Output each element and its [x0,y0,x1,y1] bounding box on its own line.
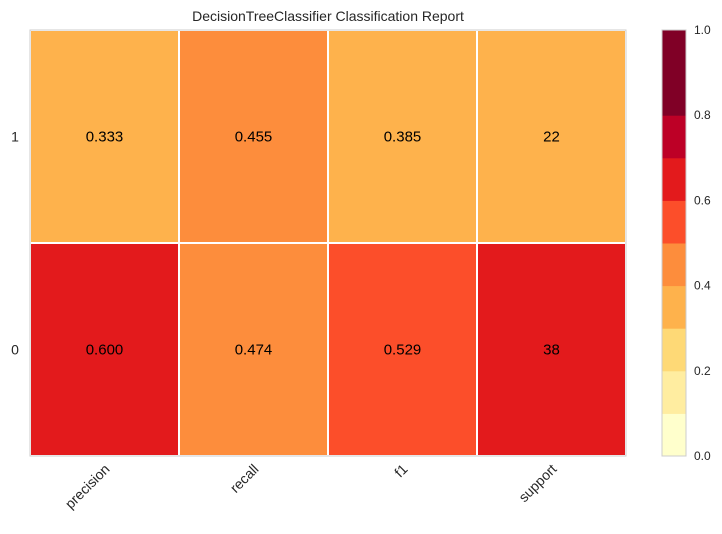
colorbar-tick-label: 0.4 [694,279,711,293]
colorbar-tick-label: 0.0 [694,449,711,463]
colorbar-bin [662,370,686,414]
colorbar-bin [662,157,686,201]
heatmap-cells: 0.333 0.455 0.385 22 0.600 0.474 0.529 38 [29,29,627,457]
x-tick-label: support [515,461,559,505]
colorbar-bin [662,200,686,244]
x-tick-labels: precision recall f1 support [62,461,560,512]
colorbar: 0.0 0.2 0.4 0.6 0.8 1.0 [661,23,711,463]
cell-value-label: 0.474 [235,342,273,359]
colorbar-tick-label: 0.8 [694,108,711,122]
cell-value-label: 0.333 [86,129,124,146]
heatmap-cell [29,29,180,244]
colorbar-tick-label: 1.0 [694,23,711,37]
colorbar-bin [662,30,686,74]
x-tick-label: f1 [391,461,411,481]
chart-title: DecisionTreeClassifier Classification Re… [192,8,464,24]
cell-value-label: 0.455 [235,129,273,146]
plot-frame [29,29,627,457]
colorbar-bin [662,115,686,159]
y-tick-label: 0 [11,342,19,358]
heatmap-cell [178,29,329,244]
x-tick-label: recall [227,461,262,496]
colorbar-bin [662,285,686,329]
colorbar-bin [662,328,686,372]
cell-value-label: 0.529 [384,342,422,359]
cell-value-label: 22 [543,129,560,146]
cell-value-label: 38 [543,342,560,359]
colorbar-bin [662,413,686,457]
colorbar-bin [662,243,686,287]
cell-value-label: 0.600 [86,342,124,359]
heatmap-cell [476,29,627,244]
heatmap-cell [476,242,627,457]
y-tick-labels: 10 [11,129,19,358]
colorbar-frame [661,29,687,457]
heatmap-cell [29,242,180,457]
colorbar-tick-label: 0.6 [694,193,711,207]
y-tick-label: 1 [11,129,19,145]
cell-value-label: 0.385 [384,129,422,146]
x-tick-label: precision [62,461,113,512]
colorbar-bin [662,72,686,116]
heatmap-cell [178,242,329,457]
colorbar-tick-label: 0.2 [694,364,711,378]
